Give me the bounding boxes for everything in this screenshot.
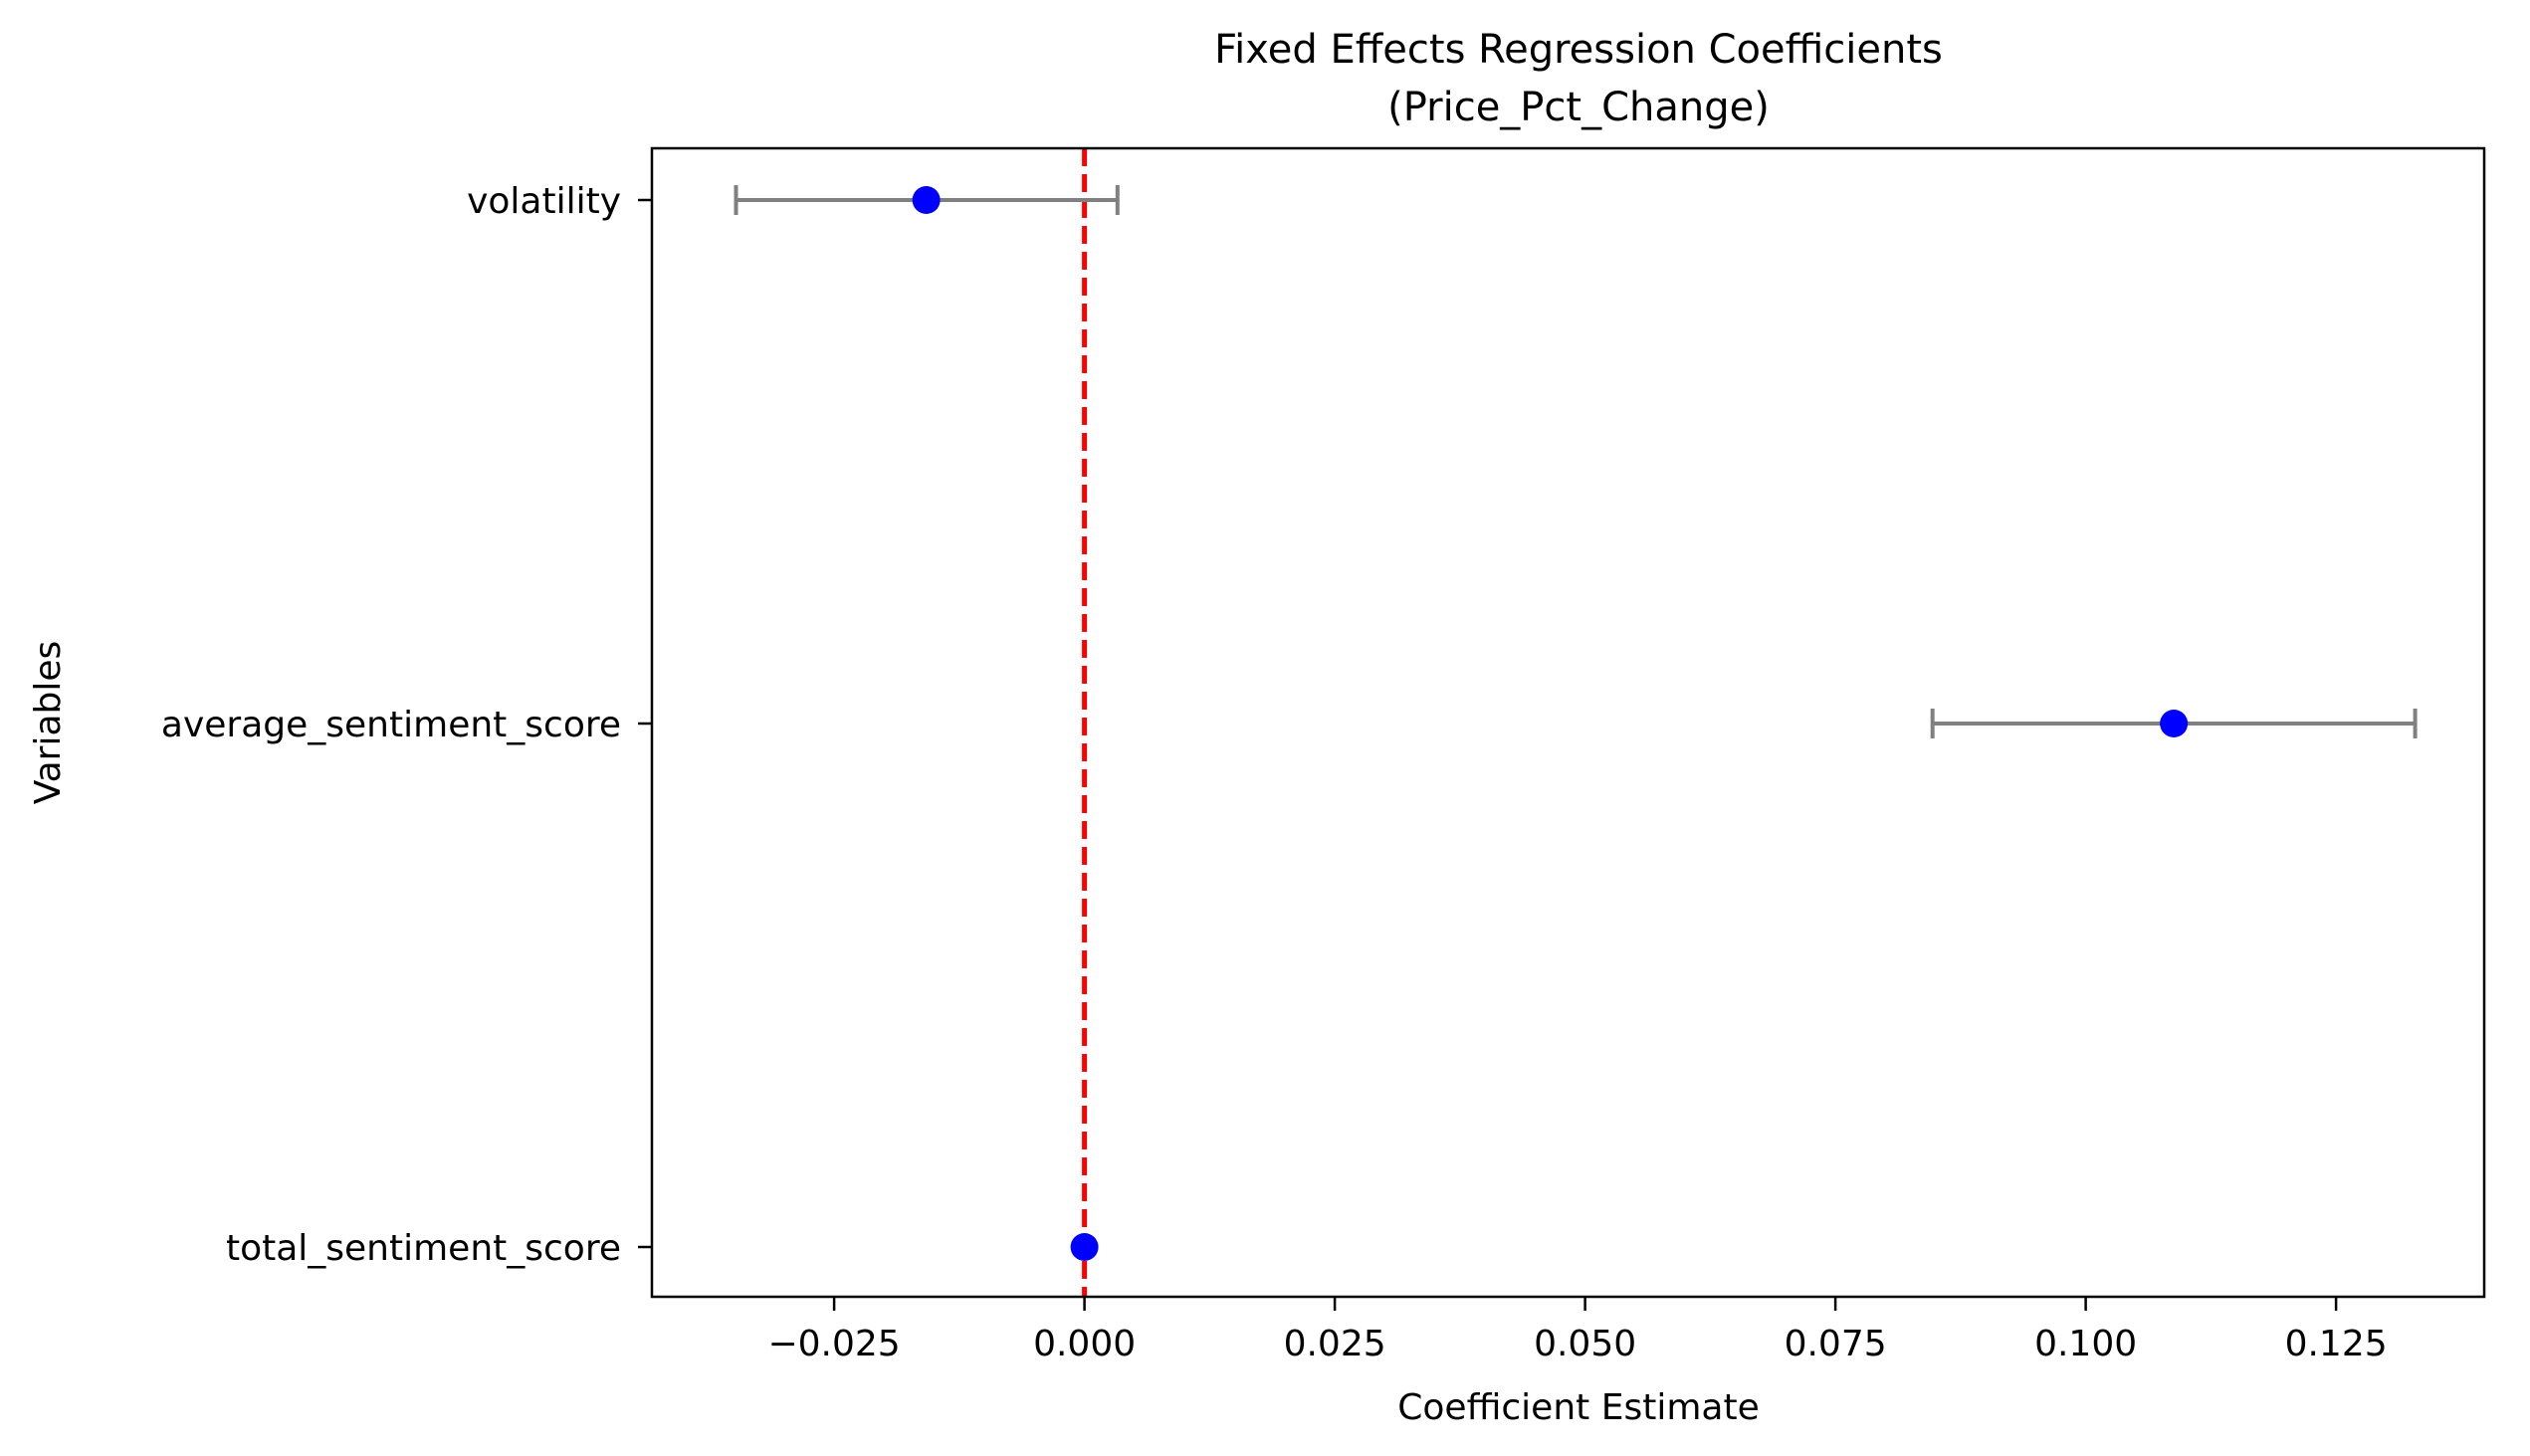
y-axis-label: Variables bbox=[28, 641, 69, 805]
point-average_sentiment_score bbox=[2160, 710, 2189, 737]
point-volatility bbox=[912, 186, 941, 214]
x-tick-label: −0.025 bbox=[767, 1324, 900, 1364]
points-layer bbox=[912, 186, 2189, 1261]
x-axis-ticks: −0.025 0.000 0.025 0.050 0.075 0.100 0.125 bbox=[767, 1297, 2388, 1364]
x-tick-label: 0.000 bbox=[1033, 1324, 1136, 1364]
y-tick-label-average_sentiment_score: average_sentiment_score bbox=[161, 705, 621, 745]
chart-title: Fixed Effects Regression Coefficients bbox=[1214, 27, 1943, 73]
x-tick-label: 0.050 bbox=[1534, 1324, 1636, 1364]
chart-subtitle: (Price_Pct_Change) bbox=[1387, 85, 1770, 130]
x-tick-label: 0.075 bbox=[1785, 1324, 1887, 1364]
y-tick-label-volatility: volatility bbox=[467, 181, 621, 222]
y-tick-label-total_sentiment_score: total_sentiment_score bbox=[226, 1228, 621, 1269]
x-tick-label: 0.025 bbox=[1284, 1324, 1386, 1364]
y-axis-ticks: volatility average_sentiment_score total_s… bbox=[161, 181, 652, 1269]
x-tick-label: 0.100 bbox=[2034, 1324, 2137, 1364]
point-total_sentiment_score bbox=[1070, 1233, 1099, 1261]
x-tick-label: 0.125 bbox=[2285, 1324, 2388, 1364]
x-axis-label: Coefficient Estimate bbox=[1397, 1387, 1759, 1428]
error-bars-layer bbox=[734, 185, 2418, 738]
